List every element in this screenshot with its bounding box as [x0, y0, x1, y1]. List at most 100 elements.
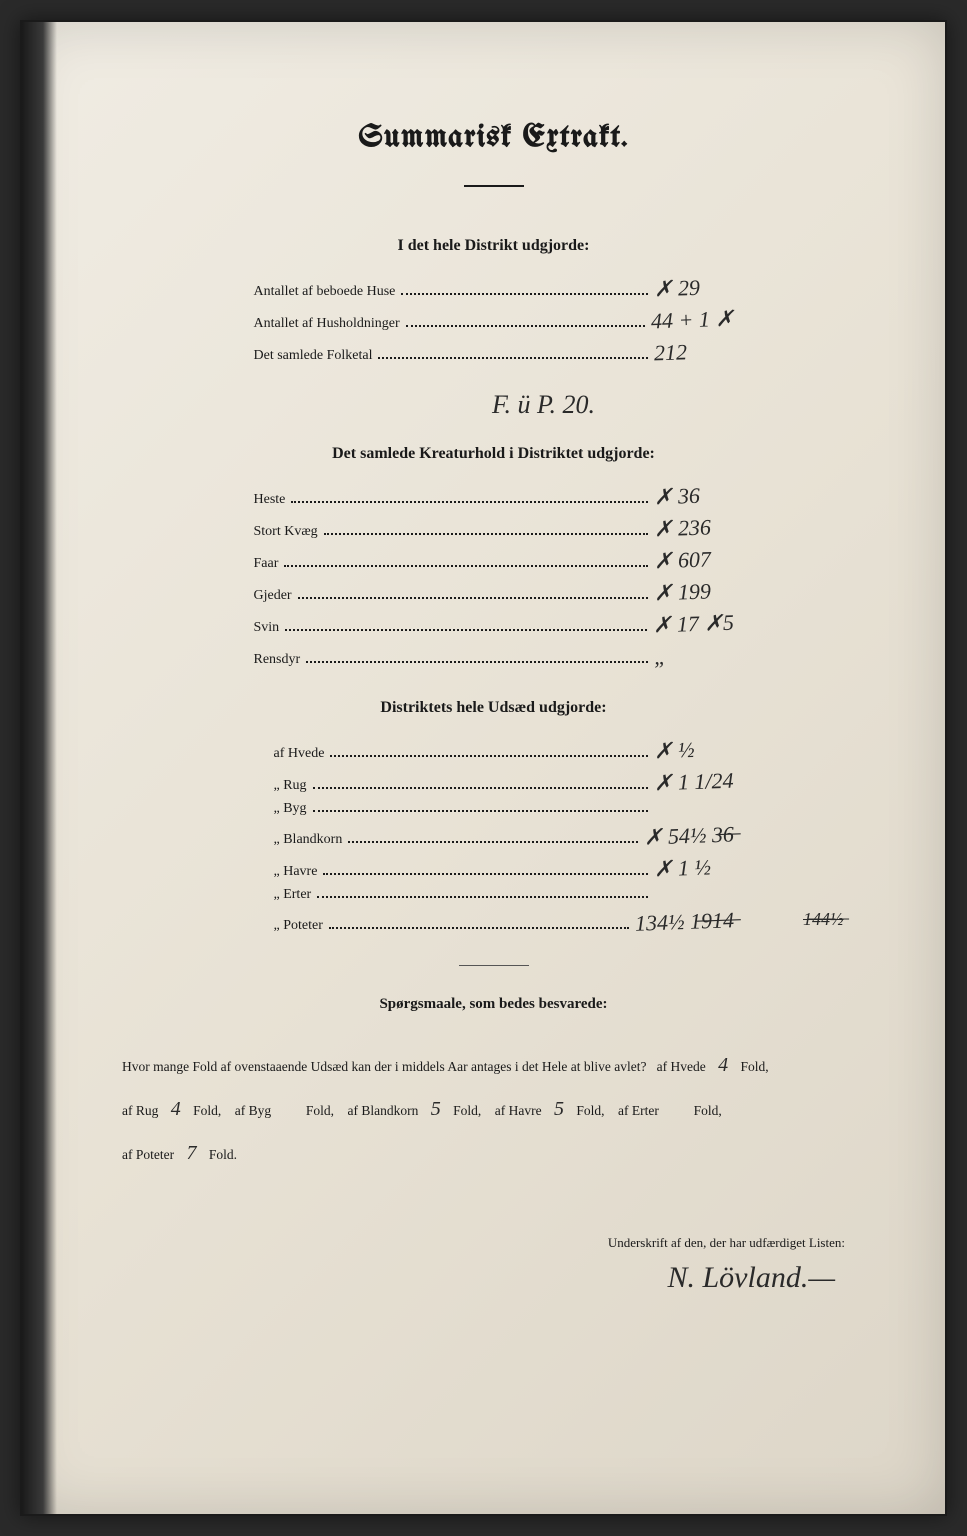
dots — [378, 357, 647, 359]
value: ✗ 236 — [653, 514, 734, 543]
q-unit: Fold, — [740, 1059, 768, 1074]
value: ✗ 54½ 3̶6̶ — [643, 821, 734, 850]
row-huse: Antallet af beboede Huse ✗ 29 — [254, 275, 734, 301]
row-poteter: „ Poteter 134½ 1̶9̶1̶4̶ 1̶4̶4̶½̶ — [274, 909, 734, 935]
section1-rows: Antallet af beboede Huse ✗ 29 Antallet a… — [254, 275, 734, 365]
question-block: Hvor mange Fold af ovenstaaende Udsæd ka… — [122, 1043, 865, 1175]
label: „ Byg — [274, 801, 307, 817]
q-value: 5 — [422, 1087, 450, 1131]
section-divider — [459, 965, 529, 966]
value: ✗ 607 — [653, 546, 734, 575]
label: Rensdyr — [254, 652, 301, 668]
value: 44 + 1 ✗ — [650, 306, 734, 335]
label: Antallet af beboede Huse — [254, 284, 396, 300]
page-title: Summarisk Extrakt. — [112, 122, 875, 155]
value: ✗ 1 1/24 — [653, 768, 734, 797]
margin-note: 1̶4̶4̶½̶ — [803, 909, 844, 930]
dots — [330, 755, 647, 757]
section3-rows: af Hvede ✗ ½ „ Rug ✗ 1 1/24 „ Byg „ Blan… — [254, 737, 734, 935]
label: Heste — [254, 492, 286, 508]
row-rensdyr: Rensdyr „ — [254, 643, 734, 669]
value: ✗ 36 — [653, 482, 734, 511]
questions-header: Spørgsmaale, som bedes besvarede: — [112, 996, 875, 1013]
dots — [306, 661, 647, 663]
row-blandkorn: „ Blandkorn ✗ 54½ 3̶6̶ — [274, 823, 734, 849]
dots — [324, 533, 648, 535]
q-label: af Erter — [618, 1103, 659, 1118]
value: ✗ 1 ½ — [653, 854, 734, 883]
label: Faar — [254, 556, 279, 572]
row-faar: Faar ✗ 607 — [254, 547, 734, 573]
value: 134½ 1̶9̶1̶4̶ — [634, 907, 734, 936]
q-unit: Fold. — [209, 1147, 237, 1162]
value: ✗ 199 — [653, 578, 734, 607]
q-unit: Fold, — [193, 1103, 221, 1118]
dots — [285, 629, 646, 631]
dots — [298, 597, 648, 599]
row-husholdninger: Antallet af Husholdninger 44 + 1 ✗ — [254, 307, 734, 333]
section2-header: Det samlede Kreaturhold i Distriktet udg… — [112, 445, 875, 463]
label: „ Poteter — [274, 918, 323, 934]
value: „ — [653, 642, 734, 671]
q-label: af Hvede — [657, 1059, 706, 1074]
row-hvede: af Hvede ✗ ½ — [274, 737, 734, 763]
q-value: 7 — [177, 1131, 205, 1175]
label: Det samlede Folketal — [254, 348, 373, 364]
label: Stort Kvæg — [254, 524, 318, 540]
signature: N. Lövland.— — [112, 1261, 835, 1295]
q-unit: Fold, — [306, 1103, 334, 1118]
label: Svin — [254, 620, 280, 636]
question-intro: Hvor mange Fold af ovenstaaende Udsæd ka… — [122, 1059, 646, 1074]
title-divider — [464, 185, 524, 187]
dots — [323, 873, 647, 875]
row-heste: Heste ✗ 36 — [254, 483, 734, 509]
row-kvaeg: Stort Kvæg ✗ 236 — [254, 515, 734, 541]
q-label: af Byg — [235, 1103, 271, 1118]
row-havre: „ Havre ✗ 1 ½ — [274, 855, 734, 881]
dots — [291, 501, 647, 503]
dots — [401, 293, 647, 295]
dots — [317, 896, 647, 898]
q-label: af Havre — [495, 1103, 542, 1118]
row-erter: „ Erter — [274, 887, 734, 903]
dots — [313, 810, 648, 812]
q-unit: Fold, — [694, 1103, 722, 1118]
row-byg: „ Byg — [274, 801, 734, 817]
value: 212 — [653, 338, 734, 367]
label: af Hvede — [274, 746, 325, 762]
section2-rows: Heste ✗ 36 Stort Kvæg ✗ 236 Faar ✗ 607 G… — [254, 483, 734, 669]
document-page: Summarisk Extrakt. I det hele Distrikt u… — [20, 20, 947, 1516]
section3-header: Distriktets hele Udsæd udgjorde: — [112, 699, 875, 717]
label: „ Erter — [274, 887, 312, 903]
value: ✗ 17 ✗5 — [652, 610, 734, 639]
dots — [406, 325, 645, 327]
label: Antallet af Husholdninger — [254, 316, 400, 332]
row-rug: „ Rug ✗ 1 1/24 — [274, 769, 734, 795]
value: ✗ 29 — [653, 274, 734, 303]
dots — [284, 565, 647, 567]
row-svin: Svin ✗ 17 ✗5 — [254, 611, 734, 637]
q-value: 4 — [162, 1087, 190, 1131]
annotation: F. ü P. 20. — [212, 390, 875, 420]
q-unit: Fold, — [453, 1103, 481, 1118]
value — [654, 811, 734, 814]
q-value: 5 — [545, 1087, 573, 1131]
label: „ Rug — [274, 778, 307, 794]
value — [654, 897, 734, 900]
dots — [313, 787, 648, 789]
q-value: 4 — [709, 1043, 737, 1087]
label: Gjeder — [254, 588, 292, 604]
row-folketal: Det samlede Folketal 212 — [254, 339, 734, 365]
label: „ Blandkorn — [274, 832, 343, 848]
dots — [348, 841, 637, 843]
signature-label: Underskrift af den, der har udfærdiget L… — [112, 1235, 845, 1251]
row-gjeder: Gjeder ✗ 199 — [254, 579, 734, 605]
section1-header: I det hele Distrikt udgjorde: — [112, 237, 875, 255]
q-unit: Fold, — [576, 1103, 604, 1118]
value: ✗ ½ — [653, 736, 734, 765]
q-label: af Poteter — [122, 1147, 174, 1162]
q-label: af Blandkorn — [348, 1103, 419, 1118]
dots — [329, 927, 629, 929]
q-label: af Rug — [122, 1103, 158, 1118]
label: „ Havre — [274, 864, 318, 880]
